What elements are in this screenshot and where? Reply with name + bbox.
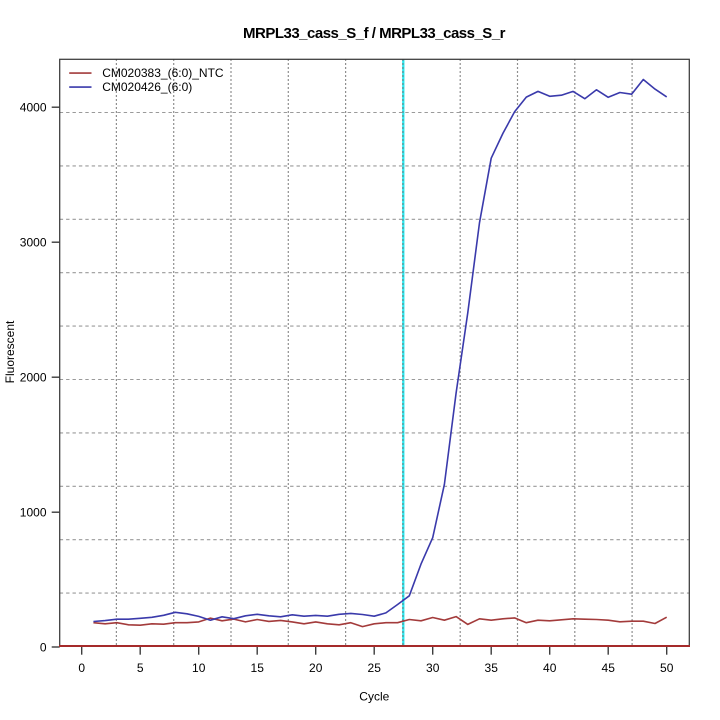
svg-text:45: 45 xyxy=(602,661,616,675)
svg-text:4000: 4000 xyxy=(20,101,47,115)
svg-text:40: 40 xyxy=(543,661,557,675)
svg-text:3000: 3000 xyxy=(20,236,47,250)
svg-text:CM020426_(6:0): CM020426_(6:0) xyxy=(102,80,192,94)
svg-text:Cycle: Cycle xyxy=(359,690,389,704)
svg-text:25: 25 xyxy=(368,661,382,675)
svg-text:20: 20 xyxy=(309,661,323,675)
svg-text:1000: 1000 xyxy=(20,506,47,520)
svg-text:50: 50 xyxy=(660,661,674,675)
svg-text:2000: 2000 xyxy=(20,371,47,385)
svg-text:15: 15 xyxy=(251,661,265,675)
svg-text:0: 0 xyxy=(78,661,85,675)
svg-text:5: 5 xyxy=(137,661,144,675)
svg-text:30: 30 xyxy=(426,661,440,675)
svg-text:Fluorescent: Fluorescent xyxy=(3,320,17,383)
svg-text:35: 35 xyxy=(485,661,499,675)
svg-text:MRPL33_cass_S_f / MRPL33_cass_: MRPL33_cass_S_f / MRPL33_cass_S_r xyxy=(243,25,506,42)
svg-text:0: 0 xyxy=(40,640,47,654)
svg-text:10: 10 xyxy=(192,661,206,675)
svg-text:CM020383_(6:0)_NTC: CM020383_(6:0)_NTC xyxy=(102,66,224,80)
